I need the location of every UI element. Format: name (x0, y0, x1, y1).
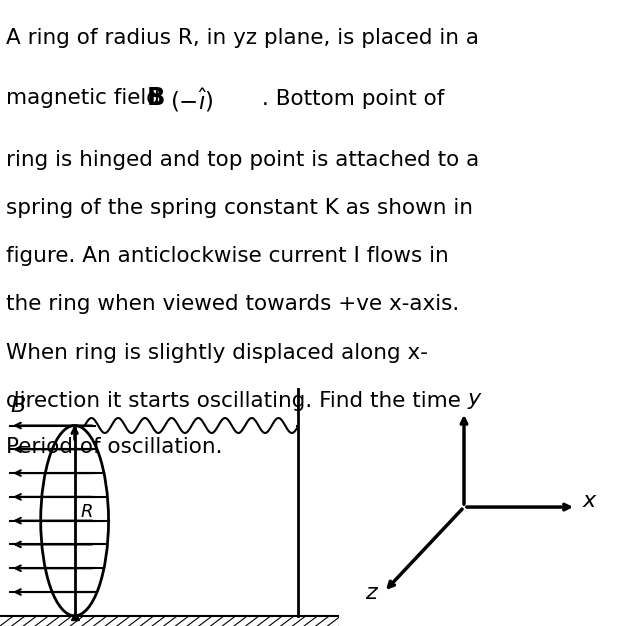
Text: direction it starts oscillating. Find the time: direction it starts oscillating. Find th… (6, 391, 461, 411)
Text: $\mathbf{B}$: $\mathbf{B}$ (146, 86, 164, 110)
Text: spring of the spring constant K as shown in: spring of the spring constant K as shown… (6, 198, 474, 218)
Text: Period of oscillation.: Period of oscillation. (6, 437, 223, 457)
Text: $B$: $B$ (10, 396, 26, 416)
Text: the ring when viewed towards +ve x-axis.: the ring when viewed towards +ve x-axis. (6, 294, 460, 314)
Text: . Bottom point of: . Bottom point of (262, 89, 445, 109)
Text: $\left(-\hat{\imath}\right)$: $\left(-\hat{\imath}\right)$ (170, 88, 213, 115)
Text: figure. An anticlockwise current I flows in: figure. An anticlockwise current I flows… (6, 247, 449, 267)
Text: magnetic field: magnetic field (6, 88, 167, 108)
Text: When ring is slightly displaced along x-: When ring is slightly displaced along x- (6, 342, 428, 362)
Text: ring is hinged and top point is attached to a: ring is hinged and top point is attached… (6, 150, 479, 170)
Text: $z$: $z$ (365, 583, 379, 603)
Text: $x$: $x$ (582, 491, 598, 511)
Text: $R$: $R$ (80, 503, 93, 521)
Text: $y$: $y$ (467, 391, 483, 411)
Text: A ring of radius R, in yz plane, is placed in a: A ring of radius R, in yz plane, is plac… (6, 28, 479, 48)
